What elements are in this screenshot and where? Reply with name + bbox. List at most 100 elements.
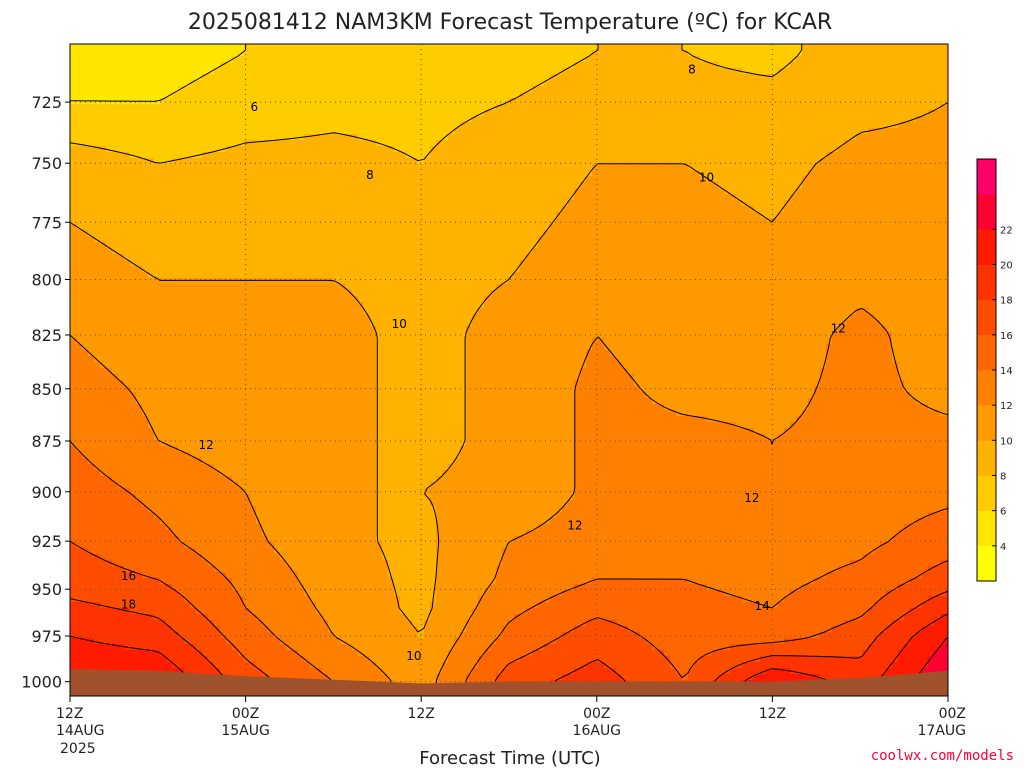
temperature-cell	[826, 116, 833, 123]
temperature-cell	[898, 98, 905, 105]
temperature-cell	[184, 212, 191, 219]
temperature-cell	[868, 236, 875, 243]
temperature-cell	[826, 80, 833, 87]
temperature-cell	[190, 68, 197, 75]
temperature-cell	[196, 56, 203, 63]
temperature-cell	[862, 188, 869, 195]
temperature-cell	[310, 200, 317, 207]
temperature-cell	[208, 146, 215, 153]
temperature-cell	[202, 164, 209, 171]
temperature-cell	[190, 182, 197, 189]
temperature-cell	[460, 158, 467, 165]
temperature-cell	[112, 224, 119, 231]
temperature-cell	[400, 50, 407, 57]
temperature-cell	[346, 188, 353, 195]
temperature-cell	[376, 182, 383, 189]
temperature-cell	[616, 224, 623, 231]
temperature-cell	[352, 116, 359, 123]
temperature-cell	[640, 140, 647, 147]
temperature-cell	[130, 218, 137, 225]
temperature-cell	[454, 188, 461, 195]
temperature-cell	[466, 62, 473, 69]
temperature-cell	[784, 242, 791, 249]
temperature-cell	[514, 74, 521, 81]
temperature-cell	[808, 152, 815, 159]
temperature-cell	[526, 86, 533, 93]
temperature-cell	[748, 230, 755, 237]
temperature-cell	[166, 212, 173, 219]
temperature-cell	[442, 116, 449, 123]
temperature-cell	[130, 236, 137, 243]
temperature-cell	[502, 224, 509, 231]
temperature-cell	[772, 92, 779, 99]
temperature-cell	[304, 92, 311, 99]
temperature-cell	[454, 152, 461, 159]
temperature-cell	[940, 170, 947, 177]
temperature-cell	[124, 140, 131, 147]
temperature-cell	[658, 140, 665, 147]
temperature-cell	[922, 146, 929, 153]
temperature-cell	[862, 182, 869, 189]
temperature-cell	[616, 230, 623, 237]
temperature-cell	[538, 146, 545, 153]
temperature-cell	[232, 224, 239, 231]
temperature-cell	[172, 206, 179, 213]
temperature-cell	[892, 164, 899, 171]
temperature-cell	[730, 68, 737, 75]
temperature-cell	[778, 182, 785, 189]
temperature-cell	[754, 188, 761, 195]
temperature-cell	[574, 68, 581, 75]
temperature-cell	[646, 230, 653, 237]
temperature-cell	[592, 206, 599, 213]
temperature-cell	[934, 218, 941, 225]
temperature-cell	[754, 44, 761, 51]
temperature-cell	[760, 104, 767, 111]
temperature-cell	[688, 86, 695, 93]
temperature-cell	[646, 98, 653, 105]
temperature-cell	[778, 98, 785, 105]
temperature-cell	[406, 236, 413, 243]
temperature-cell	[616, 44, 623, 51]
temperature-cell	[238, 128, 245, 135]
temperature-cell	[652, 164, 659, 171]
temperature-cell	[682, 206, 689, 213]
temperature-cell	[208, 152, 215, 159]
temperature-cell	[172, 152, 179, 159]
temperature-cell	[322, 182, 329, 189]
temperature-cell	[448, 194, 455, 201]
temperature-cell	[262, 50, 269, 57]
temperature-cell	[592, 188, 599, 195]
temperature-cell	[514, 56, 521, 63]
temperature-cell	[286, 236, 293, 243]
temperature-cell	[676, 62, 683, 69]
temperature-cell	[622, 92, 629, 99]
temperature-cell	[574, 146, 581, 153]
temperature-cell	[538, 212, 545, 219]
temperature-cell	[166, 140, 173, 147]
temperature-cell	[280, 152, 287, 159]
temperature-cell	[652, 158, 659, 165]
temperature-cell	[250, 182, 257, 189]
temperature-cell	[520, 110, 527, 117]
temperature-cell	[562, 146, 569, 153]
temperature-cell	[724, 224, 731, 231]
temperature-cell	[352, 206, 359, 213]
temperature-cell	[610, 98, 617, 105]
temperature-cell	[136, 242, 143, 249]
temperature-cell	[352, 62, 359, 69]
temperature-cell	[682, 212, 689, 219]
temperature-cell	[718, 92, 725, 99]
temperature-cell	[910, 224, 917, 231]
temperature-cell	[736, 140, 743, 147]
temperature-cell	[520, 92, 527, 99]
temperature-cell	[484, 86, 491, 93]
temperature-cell	[646, 194, 653, 201]
temperature-cell	[490, 218, 497, 225]
temperature-cell	[562, 140, 569, 147]
temperature-cell	[406, 74, 413, 81]
temperature-cell	[550, 74, 557, 81]
temperature-cell	[898, 50, 905, 57]
temperature-cell	[688, 152, 695, 159]
temperature-cell	[388, 152, 395, 159]
temperature-cell	[898, 200, 905, 207]
